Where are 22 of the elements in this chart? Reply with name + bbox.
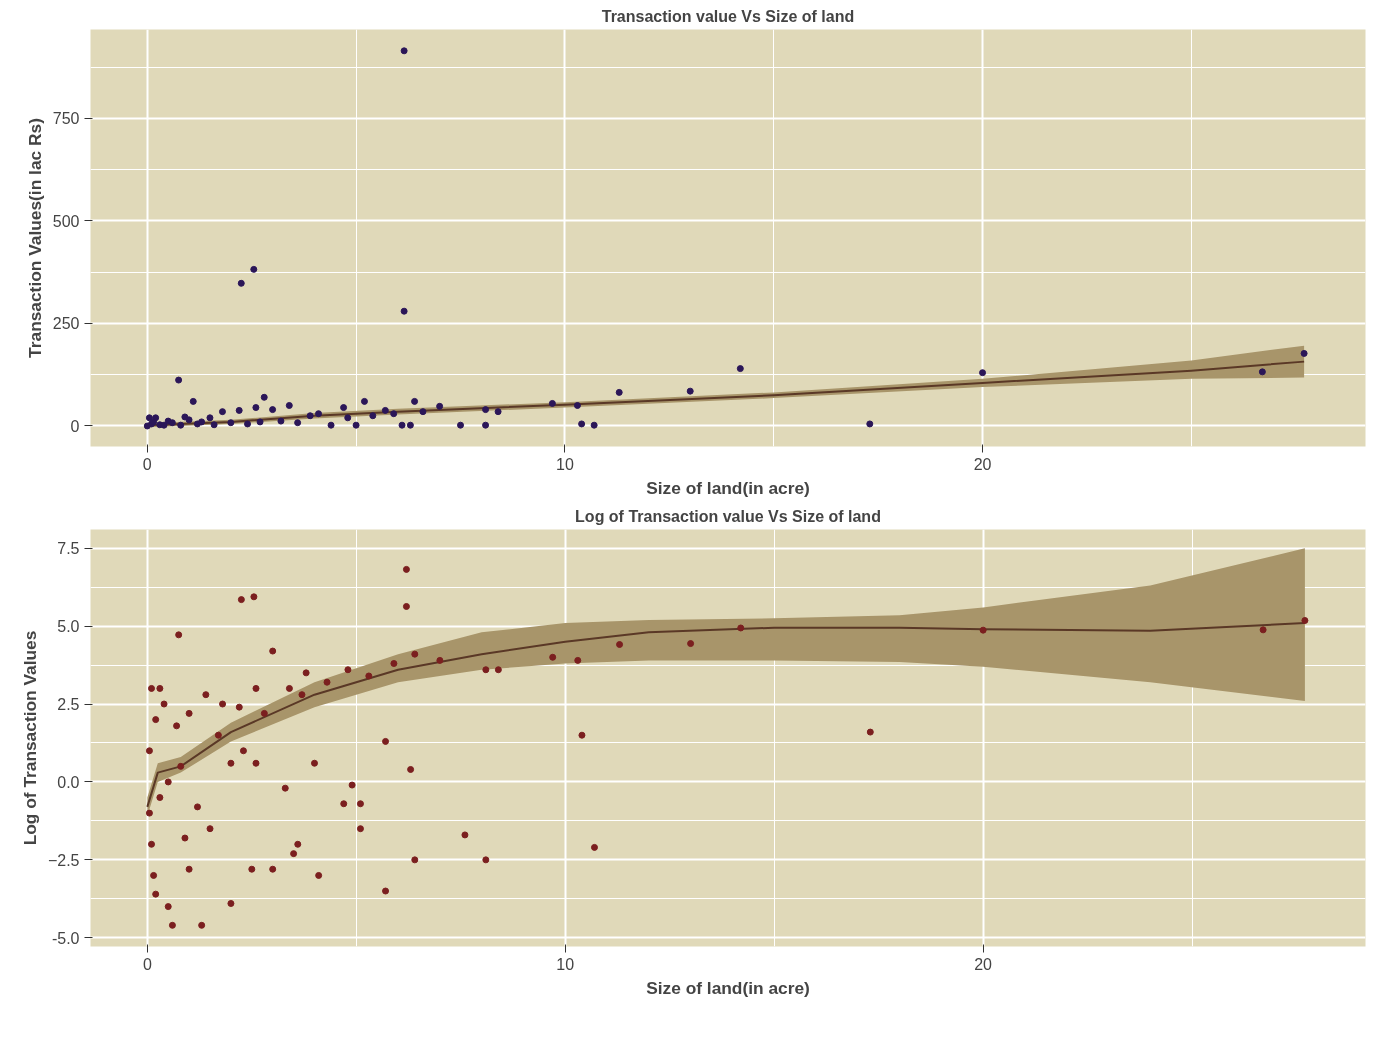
y-axis-title: Log of Transaction Values xyxy=(19,630,40,846)
y-tick-label: 750 xyxy=(52,110,80,128)
y-tick-label: −2.5 xyxy=(47,851,80,869)
x-tick-label: 10 xyxy=(556,955,575,973)
y-tick-label: 0.0 xyxy=(57,773,80,791)
x-tick-label: 20 xyxy=(973,455,992,473)
x-tick-label: 0 xyxy=(142,455,152,473)
y-tick-label: -5.0 xyxy=(51,929,80,947)
x-tick-label: 10 xyxy=(556,455,574,473)
x-axis-title: Size of land(in acre) xyxy=(646,477,810,498)
chart-title: Transaction value Vs Size of land xyxy=(601,7,855,25)
x-tick-label: 20 xyxy=(974,955,993,973)
y-tick-label: 5.0 xyxy=(57,618,80,636)
chart-title: Log of Transaction value Vs Size of land xyxy=(575,507,881,525)
y-tick-label: 500 xyxy=(52,212,80,230)
x-axis-title: Size of land(in acre) xyxy=(646,977,810,998)
y-tick-label: 0 xyxy=(70,418,80,435)
y-axis-title: Transaction Values(in lac Rs) xyxy=(24,118,45,358)
x-tick-label: 0 xyxy=(142,955,152,973)
y-tick-label: 7.5 xyxy=(57,540,80,558)
y-tick-label: 250 xyxy=(52,315,80,333)
y-tick-label: 2.5 xyxy=(57,696,80,714)
